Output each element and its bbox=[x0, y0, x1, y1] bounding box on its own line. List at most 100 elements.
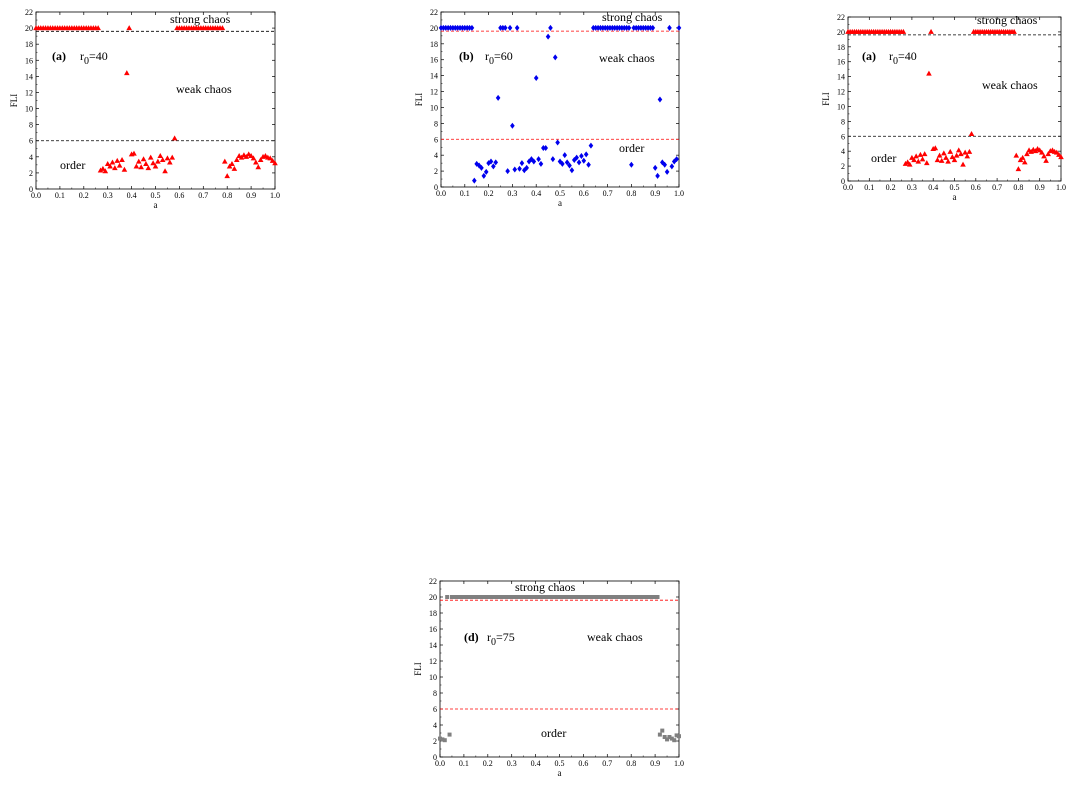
y-tick-label: 0 bbox=[433, 753, 437, 762]
y-tick-label: 12 bbox=[429, 657, 437, 666]
data-point bbox=[438, 24, 444, 31]
data-point bbox=[519, 595, 524, 599]
data-point bbox=[664, 168, 670, 175]
x-tick-label: 1.0 bbox=[674, 759, 684, 768]
data-point bbox=[538, 160, 544, 167]
data-point bbox=[1058, 154, 1064, 160]
x-tick-label: 0.1 bbox=[55, 191, 65, 200]
data-point bbox=[612, 595, 617, 599]
data-point bbox=[588, 595, 593, 599]
order-label: order bbox=[619, 141, 644, 155]
data-point bbox=[450, 24, 456, 31]
data-point bbox=[1011, 28, 1017, 34]
data-point bbox=[932, 145, 939, 151]
data-point bbox=[521, 595, 526, 599]
data-point bbox=[660, 728, 665, 733]
data-point bbox=[1039, 149, 1045, 155]
order-label: order bbox=[60, 158, 85, 172]
data-point bbox=[502, 24, 508, 31]
data-point bbox=[490, 595, 495, 599]
data-point bbox=[962, 149, 968, 155]
data-point bbox=[576, 159, 582, 166]
y-tick-label: 2 bbox=[841, 162, 845, 171]
x-tick-label: 0.2 bbox=[484, 189, 494, 198]
panel-label: (a) bbox=[52, 49, 66, 63]
data-point bbox=[469, 24, 475, 31]
data-point bbox=[557, 595, 562, 599]
data-point bbox=[934, 157, 941, 163]
data-point bbox=[919, 156, 926, 162]
data-point bbox=[150, 160, 156, 166]
data-point bbox=[143, 161, 149, 167]
data-point bbox=[445, 24, 451, 31]
data-point bbox=[648, 24, 653, 31]
x-tick-label: 0.5 bbox=[151, 191, 161, 200]
data-point bbox=[540, 595, 545, 599]
data-point bbox=[519, 160, 525, 167]
data-point bbox=[512, 166, 518, 173]
data-point bbox=[555, 595, 560, 599]
x-tick-label: 0.8 bbox=[626, 759, 636, 768]
x-tick-label: 1.0 bbox=[674, 189, 684, 198]
data-point bbox=[152, 163, 159, 169]
data-point bbox=[231, 165, 238, 171]
data-point bbox=[1041, 153, 1047, 159]
data-point bbox=[645, 24, 651, 31]
y-tick-label: 4 bbox=[434, 151, 438, 160]
data-point bbox=[921, 151, 928, 157]
data-point bbox=[590, 595, 595, 599]
x-axis-title: a bbox=[154, 200, 158, 210]
data-point bbox=[655, 595, 660, 599]
data-point bbox=[550, 156, 556, 163]
data-point bbox=[569, 595, 574, 599]
x-tick-label: 0.9 bbox=[1035, 183, 1045, 192]
y-tick-label: 16 bbox=[837, 58, 845, 67]
strong-chaos-label: strong chaos bbox=[977, 13, 1038, 27]
data-point bbox=[552, 54, 558, 61]
data-point bbox=[510, 122, 515, 129]
data-point bbox=[576, 595, 581, 599]
data-point bbox=[112, 165, 118, 171]
y-tick-label: 12 bbox=[430, 88, 438, 97]
data-point bbox=[224, 173, 230, 179]
data-point bbox=[467, 24, 472, 31]
data-point bbox=[595, 24, 601, 31]
data-point bbox=[667, 735, 672, 739]
data-point bbox=[541, 145, 546, 152]
data-point bbox=[524, 164, 529, 171]
weak-chaos-label: weak chaos bbox=[587, 630, 643, 644]
data-point bbox=[464, 595, 469, 599]
weak-chaos-label: weak chaos bbox=[176, 82, 232, 96]
data-point bbox=[631, 595, 636, 599]
data-point bbox=[454, 595, 459, 599]
data-point bbox=[547, 595, 552, 599]
data-point bbox=[648, 595, 653, 599]
data-point bbox=[581, 595, 586, 599]
data-point bbox=[552, 595, 557, 599]
data-point bbox=[95, 25, 101, 31]
data-point bbox=[602, 24, 608, 31]
data-point bbox=[171, 135, 178, 141]
x-tick-label: 0.1 bbox=[460, 189, 470, 198]
data-point bbox=[145, 165, 152, 171]
data-point bbox=[569, 167, 575, 174]
x-tick-label: 0.8 bbox=[222, 191, 232, 200]
data-point bbox=[481, 595, 486, 599]
radius-parameter: r0=60 bbox=[485, 49, 513, 67]
data-point bbox=[473, 595, 478, 599]
data-point bbox=[250, 155, 257, 161]
x-tick-label: 0.0 bbox=[843, 183, 853, 192]
chart-panel-b: 0 2 4 6 8 10 12 14 16 18 20 22 0.0 0.1 0.2 0.3 0.4 0.5 0.6… bbox=[414, 8, 684, 208]
data-point bbox=[107, 163, 113, 169]
data-point bbox=[958, 151, 964, 157]
data-point bbox=[440, 737, 445, 742]
data-point bbox=[581, 157, 587, 164]
data-point bbox=[483, 168, 489, 175]
order-label: order bbox=[541, 726, 566, 740]
radius-symbol: r bbox=[485, 49, 489, 63]
data-point bbox=[945, 158, 951, 164]
y-tick-label: 14 bbox=[25, 72, 33, 81]
x-tick-label: 0.0 bbox=[435, 759, 445, 768]
order-label: order bbox=[871, 151, 896, 165]
x-tick-label: 0.3 bbox=[907, 183, 917, 192]
